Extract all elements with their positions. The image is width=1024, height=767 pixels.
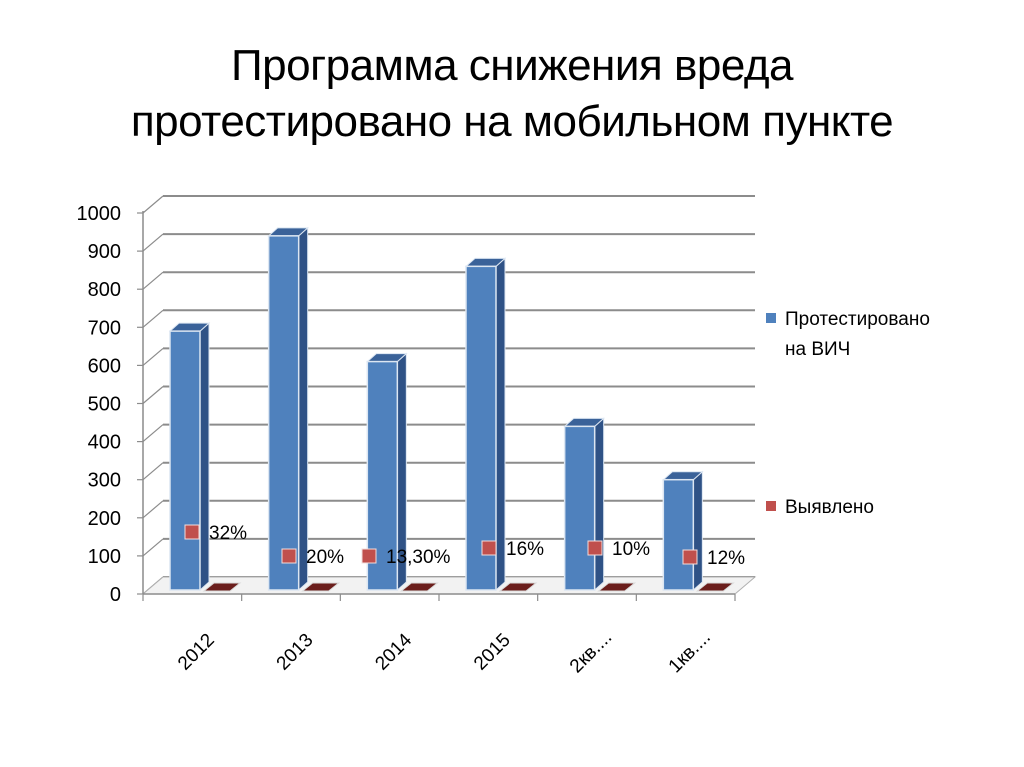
bar-vyyavleno — [301, 582, 341, 592]
data-label-marker-icon — [281, 548, 297, 564]
bar-protestirovano — [267, 235, 300, 591]
data-label-marker-icon — [481, 540, 497, 556]
slide-title: Программа снижения вреда протестировано … — [0, 38, 1024, 150]
side-wall-line — [142, 309, 164, 328]
legend-label: Выявлено — [785, 497, 874, 518]
data-label: 10% — [612, 539, 650, 560]
y-tick-label: 700 — [88, 317, 121, 339]
side-wall-line — [142, 538, 164, 557]
y-tick-label: 800 — [88, 279, 121, 301]
bar-vyyavleno — [597, 582, 637, 592]
title-line-2: протестировано на мобильном пункте — [130, 97, 894, 146]
bar-protestirovano — [465, 265, 497, 591]
side-wall-line — [142, 271, 164, 290]
data-label-marker-icon — [361, 548, 377, 564]
x-tick-label: 2012 — [174, 630, 219, 675]
x-tick-label: 2014 — [371, 629, 416, 674]
y-tick-label: 0 — [110, 584, 121, 606]
bar-vyyavleno — [695, 582, 735, 592]
side-wall-line — [142, 386, 164, 404]
x-tick-label: 2013 — [273, 630, 318, 675]
bar-protestirovano — [662, 478, 695, 591]
y-tick-label: 1000 — [77, 203, 122, 225]
legend-marker-red-icon — [766, 501, 776, 511]
x-tick-label: 2015 — [470, 630, 515, 675]
legend-marker-blue-icon — [766, 313, 776, 323]
bar-side-face — [298, 226, 309, 592]
bar-vyyavleno — [399, 582, 439, 592]
title-line-1: Программа снижения вреда — [231, 41, 793, 90]
data-label-marker-icon — [682, 549, 698, 565]
bar-vyyavleno — [202, 582, 242, 592]
bar-vyyavleno — [498, 582, 538, 592]
legend-label: на ВИЧ — [785, 339, 850, 360]
side-wall-line — [142, 195, 164, 214]
y-tick-label: 500 — [88, 394, 121, 416]
bar-side-face — [495, 257, 506, 592]
bar-protestirovano — [169, 330, 201, 591]
data-label: 32% — [209, 523, 247, 544]
bar-side-face — [594, 417, 605, 592]
side-wall-line — [142, 424, 164, 443]
side-wall-line — [142, 462, 164, 481]
data-label-marker-icon — [587, 540, 603, 556]
y-tick-label: 600 — [88, 355, 121, 377]
bar-side-face — [199, 321, 210, 592]
data-label: 13,30% — [386, 547, 451, 568]
bar-protestirovano — [563, 425, 596, 591]
data-label-marker-icon — [184, 524, 200, 540]
x-tick-label: 1кв.... — [665, 627, 715, 677]
x-tick-label: 2кв.... — [566, 627, 616, 677]
y-tick-label: 900 — [88, 241, 121, 263]
y-tick-label: 400 — [88, 432, 121, 454]
side-wall-line — [142, 233, 164, 252]
data-label: 12% — [707, 548, 745, 569]
bar-side-face — [692, 470, 703, 592]
data-label: 16% — [506, 539, 544, 560]
y-tick-label: 300 — [88, 470, 121, 492]
legend-label: Протестировано — [785, 309, 930, 330]
y-tick-label: 200 — [88, 508, 121, 530]
y-tick-label: 100 — [88, 546, 121, 568]
data-label: 20% — [306, 547, 344, 568]
side-wall-line — [142, 500, 164, 519]
side-wall-line — [142, 347, 164, 366]
